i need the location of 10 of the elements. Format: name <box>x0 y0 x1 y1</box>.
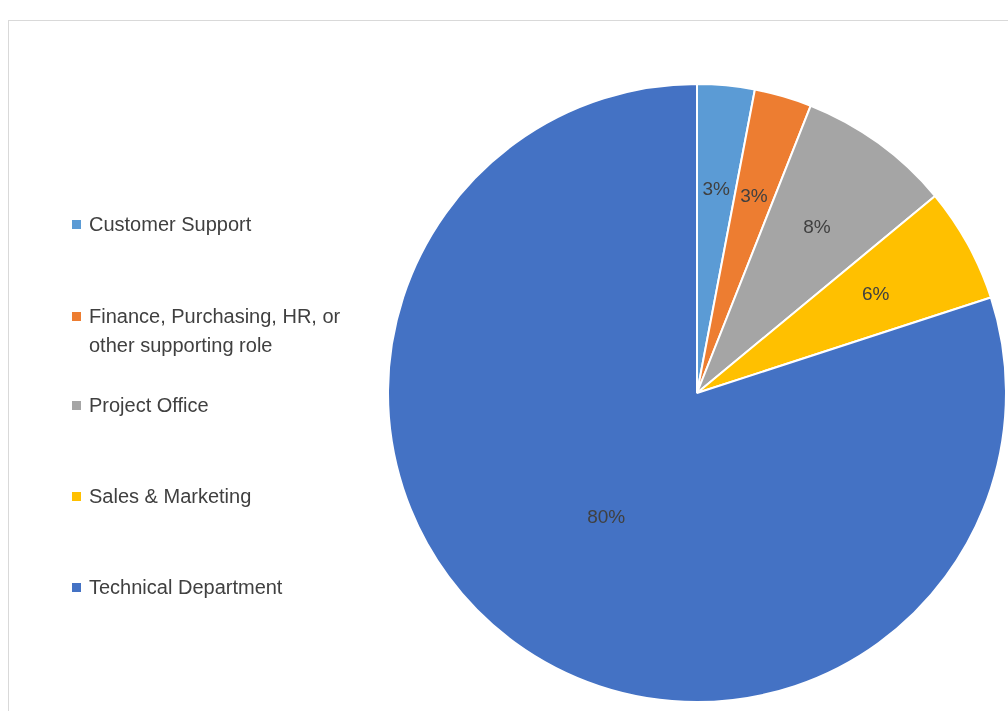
legend-label: Technical Department <box>89 575 283 600</box>
data-label: 6% <box>861 282 890 304</box>
data-label: 80% <box>587 506 626 528</box>
legend-label: Customer Support <box>89 212 252 237</box>
data-label: 3% <box>740 185 768 207</box>
legend-label: Project Office <box>89 393 209 418</box>
legend-label: Sales & Marketing <box>89 484 252 509</box>
data-label: 8% <box>803 216 831 238</box>
data-label: 3% <box>702 178 731 200</box>
legend-label: Finance, Purchasing, HR, or other supporting role <box>89 304 342 358</box>
